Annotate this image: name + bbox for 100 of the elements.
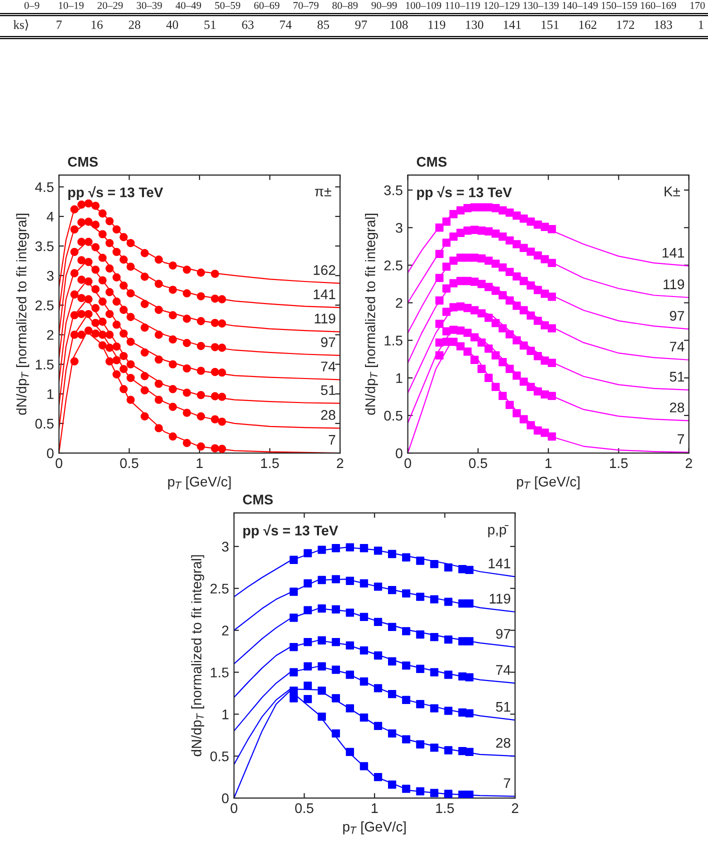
text: pp √s = 13 TeV (417, 186, 512, 200)
series-label: 97 (321, 337, 336, 348)
series-label: 97 (496, 628, 510, 639)
x-tick-label: 2 (512, 803, 518, 813)
y-tick-label: 0.5 (210, 751, 229, 762)
annotation: K± (664, 186, 680, 196)
x-axis-title: p$_{T}$ [GeV/c] (517, 476, 580, 490)
x-axis-title: p$_{T}$ [GeV/c] (343, 821, 406, 834)
y-tick-label: 3.5 (35, 241, 54, 252)
series-label: 141 (662, 248, 684, 258)
text: 108 (390, 20, 408, 29)
series-label: 51 (496, 702, 510, 712)
text: 170 (690, 2, 705, 9)
series-label: 51 (320, 385, 336, 396)
series-label: 119 (490, 594, 510, 604)
series-label: 119 (664, 279, 684, 290)
y-tick-label: 4.5 (35, 182, 54, 192)
text: 100–109 (406, 2, 442, 9)
x-axis-title: p$_{T}$ [GeV/c] (168, 476, 231, 490)
chart-title: CMS (416, 156, 447, 167)
y-tick-label: 3 (222, 542, 229, 552)
text: 30–39 (136, 2, 162, 9)
series-label: 28 (496, 738, 510, 748)
text: 40–49 (176, 2, 202, 9)
text: 70–79 (294, 2, 318, 9)
chart-title: CMS (242, 494, 273, 504)
y-tick-label: 1 (396, 373, 402, 383)
x-tick-label: 0.5 (120, 458, 138, 468)
y-axis-title: dN/dp$_{T}$ [normalized to fit integral] (191, 555, 204, 756)
series-label: 7 (328, 435, 336, 445)
text: 16 (92, 20, 103, 29)
y-tick-label: 2 (396, 298, 402, 308)
annotation: π± (314, 188, 332, 196)
text: 60–69 (254, 2, 280, 9)
text: 150–159 (602, 2, 637, 9)
y-tick-label: 2.5 (384, 260, 402, 270)
x-tick-label: 1.5 (436, 803, 454, 814)
text: 120–129 (484, 2, 520, 9)
series-label: 28 (670, 402, 684, 412)
x-tick-label: 1.5 (261, 458, 279, 468)
series-label: 51 (670, 372, 684, 382)
text: 80–89 (332, 2, 358, 9)
text: 130 (466, 20, 484, 29)
y-axis-title: dN/dp$_{T}$ [normalized to fit integral] (365, 214, 378, 415)
y-tick-label: 1 (47, 389, 54, 399)
y-tick-label: 1 (222, 710, 228, 720)
x-tick-label: 1 (196, 458, 203, 468)
series-label: 7 (678, 434, 684, 444)
text: 7 (56, 20, 62, 29)
y-tick-label: 0.5 (384, 410, 402, 421)
text: 151 (542, 20, 559, 29)
x-tick-label: 2 (336, 458, 344, 468)
series-label: 119 (314, 314, 336, 324)
text: 160–169 (640, 2, 676, 9)
y-tick-label: 3.5 (384, 185, 402, 196)
x-tick-label: 0 (230, 803, 238, 814)
y-tick-label: 1.5 (210, 668, 229, 678)
x-tick-label: 1 (546, 458, 552, 468)
text: 172 (617, 20, 634, 29)
y-tick-label: 0.5 (35, 418, 54, 429)
y-tick-label: 1.5 (36, 360, 54, 370)
y-tick-label: 3 (46, 270, 54, 281)
text: 130–139 (523, 2, 559, 9)
text: 97 (355, 20, 367, 29)
y-tick-label: 3 (396, 222, 402, 233)
series-label: 74 (321, 362, 336, 372)
text: 110–119 (446, 2, 480, 9)
x-tick-label: 1.5 (610, 458, 628, 468)
x-tick-label: 0 (56, 458, 62, 468)
text: pp √s = 13 TeV (68, 186, 164, 200)
text: 85 (318, 20, 330, 29)
text: 51 (204, 20, 216, 29)
text: 0–9 (24, 2, 40, 9)
text: 20–29 (98, 2, 123, 9)
text: 90–99 (372, 2, 397, 9)
text: 10–19 (58, 2, 84, 9)
text: 40 (166, 20, 178, 29)
y-tick-label: 0 (396, 448, 402, 458)
annotation: p,p̄ (488, 525, 508, 538)
text: 28 (128, 20, 140, 29)
y-tick-label: 1.5 (384, 336, 402, 346)
x-tick-label: 0.5 (295, 803, 314, 814)
y-tick-label: 2.5 (36, 300, 54, 310)
text: 119 (428, 20, 446, 29)
series-label: 141 (314, 290, 336, 300)
series-label: 141 (488, 558, 510, 568)
text: 141 (504, 20, 521, 29)
y-tick-label: 2.5 (210, 584, 229, 594)
text: 74 (280, 20, 292, 29)
series-label: 74 (496, 665, 510, 675)
y-tick-label: 2 (222, 626, 228, 636)
chart-title: CMS (68, 156, 98, 167)
text: 63 (242, 20, 254, 29)
text: 183 (654, 20, 672, 29)
text: 162 (579, 20, 596, 29)
series-label: 28 (321, 410, 336, 420)
y-tick-label: 0 (222, 793, 229, 804)
text: pp √s = 13 TeV (243, 524, 338, 538)
x-tick-label: 1 (372, 803, 378, 813)
series-label: 97 (670, 310, 684, 321)
